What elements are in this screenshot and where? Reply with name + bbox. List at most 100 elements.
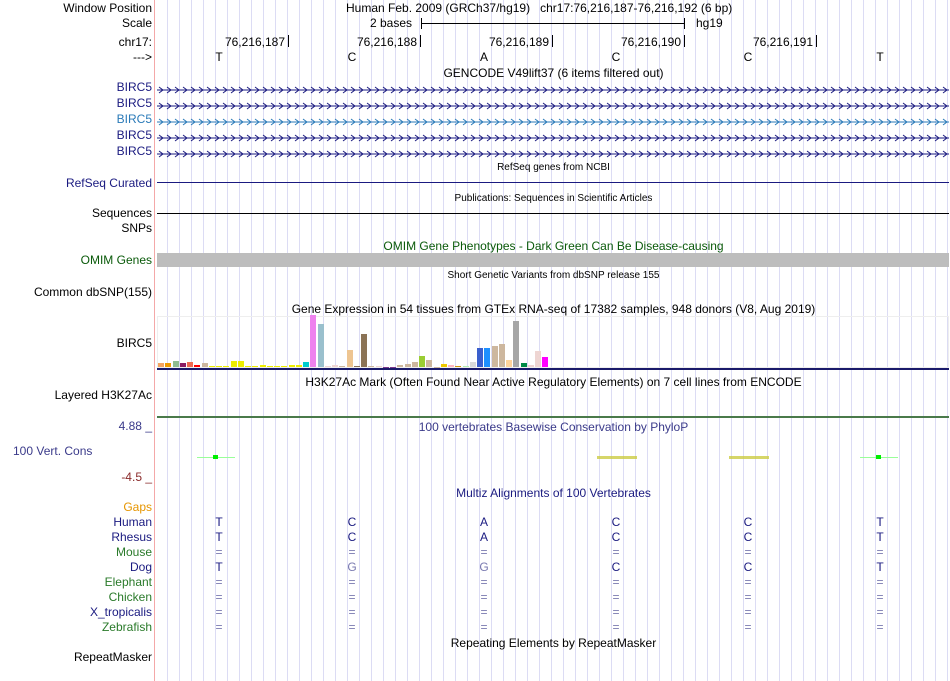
gtex-bar-50[interactable] [520,363,527,367]
gene-label[interactable]: BIRC5 [116,96,152,110]
repeatmasker-label[interactable]: RepeatMasker [73,650,152,664]
gtex-bar-35[interactable] [411,362,418,367]
publications-track[interactable] [157,213,949,214]
aligned-base: = [744,545,752,559]
gtex-bar-44[interactable] [477,348,483,367]
gtex-chart[interactable] [157,315,949,368]
gtex-label[interactable]: BIRC5 [116,336,152,350]
gene-label[interactable]: BIRC5 [116,144,152,158]
gtex-bar-20[interactable] [303,362,309,367]
reference-base: C [611,50,621,64]
gtex-bar-30[interactable] [375,366,382,367]
gtex-bar-1[interactable] [165,363,172,367]
gtex-bar-27[interactable] [353,366,360,367]
gene-label[interactable]: BIRC5 [116,128,152,142]
h3k27ac-label[interactable]: Layered H3K27Ac [54,388,152,402]
gtex-bar-42[interactable] [462,366,469,367]
gtex-bar-41[interactable] [455,366,462,367]
gtex-bar-7[interactable] [208,366,215,367]
gtex-bar-6[interactable] [201,363,208,367]
gtex-bar-9[interactable] [223,366,230,367]
aligned-base: = [876,605,884,619]
gtex-bar-16[interactable] [274,366,280,367]
gtex-bar-19[interactable] [295,365,302,367]
gtex-bar-47[interactable] [498,344,505,367]
refseq-title: RefSeq genes from NCBI [497,162,610,173]
gtex-bar-4[interactable] [187,362,193,367]
gene-track[interactable] [157,83,949,94]
gtex-bar-40[interactable] [448,365,454,367]
species-label[interactable]: Zebrafish [101,620,152,634]
gtex-bar-37[interactable] [426,360,433,367]
snps-label[interactable]: SNPs [121,221,152,235]
gtex-bar-0[interactable] [158,363,164,367]
gtex-bar-45[interactable] [484,348,491,367]
aligned-base: C [743,530,753,544]
gtex-bar-13[interactable] [252,366,259,367]
position-label: 76,216,190 [620,35,681,49]
gtex-bar-49[interactable] [513,321,520,367]
gene-track[interactable] [157,131,949,142]
gtex-bar-18[interactable] [288,365,295,367]
gtex-bar-32[interactable] [390,366,396,367]
gtex-bar-51[interactable] [527,365,534,367]
gene-track[interactable] [157,115,949,126]
gtex-bar-46[interactable] [491,346,498,367]
dbsnp-label[interactable]: Common dbSNP(155) [33,285,152,299]
gene-track[interactable] [157,99,949,110]
gtex-bar-33[interactable] [397,365,404,367]
gtex-bar-21[interactable] [310,315,317,367]
gtex-bar-38[interactable] [433,366,440,367]
gtex-bar-15[interactable] [266,366,273,367]
gene-label[interactable]: BIRC5 [116,112,152,126]
publications-label[interactable]: Sequences [91,206,152,220]
aligned-base: = [744,605,752,619]
refseq-label[interactable]: RefSeq Curated [65,176,152,190]
gtex-bar-17[interactable] [281,366,288,367]
aligned-base: = [480,605,488,619]
gtex-bar-26[interactable] [346,350,353,367]
gtex-bar-2[interactable] [172,361,179,367]
gtex-bar-22[interactable] [317,324,324,367]
species-label[interactable]: Chicken [108,590,152,604]
species-label[interactable]: X_tropicalis [89,605,152,619]
gene-label[interactable]: BIRC5 [116,80,152,94]
gtex-bar-10[interactable] [230,361,237,367]
gtex-bar-23[interactable] [324,366,331,367]
species-label[interactable]: Dog [129,560,152,574]
h3k27ac-track[interactable] [157,416,949,418]
gtex-bar-29[interactable] [368,366,375,367]
gaps-label[interactable]: Gaps [123,500,152,514]
gtex-bar-39[interactable] [440,364,447,367]
gtex-bar-3[interactable] [179,363,186,367]
gtex-bar-8[interactable] [216,366,222,367]
phylop-label[interactable]: 100 Vert. Cons [13,444,93,458]
gtex-bar-12[interactable] [245,366,251,367]
gtex-bar-48[interactable] [506,360,512,367]
gtex-bar-25[interactable] [339,366,346,367]
gencode-title[interactable]: GENCODE V49lift37 (6 items filtered out) [443,66,664,80]
species-label[interactable]: Mouse [115,545,152,559]
species-label[interactable]: Rhesus [111,530,152,544]
gtex-bar-36[interactable] [419,356,425,367]
reference-base: T [215,50,223,64]
gtex-bar-24[interactable] [332,365,338,367]
gene-track[interactable] [157,147,949,158]
gtex-bar-43[interactable] [469,362,476,367]
gtex-bar-14[interactable] [259,365,266,367]
gtex-bar-28[interactable] [361,334,367,367]
gtex-bar-11[interactable] [237,361,244,367]
omim-label[interactable]: OMIM Genes [80,253,152,267]
refseq-track[interactable] [157,182,949,183]
scale-tick-left [421,18,422,29]
gtex-bar-52[interactable] [535,351,541,367]
gtex-bar-31[interactable] [382,366,389,367]
omim-gene-bar[interactable] [157,253,949,267]
gtex-bar-5[interactable] [194,365,201,367]
species-label[interactable]: Human [113,515,152,529]
species-label[interactable]: Elephant [104,575,152,589]
track-area[interactable] [157,0,950,681]
gtex-bar-34[interactable] [404,364,411,367]
gtex-bar-53[interactable] [542,357,549,367]
